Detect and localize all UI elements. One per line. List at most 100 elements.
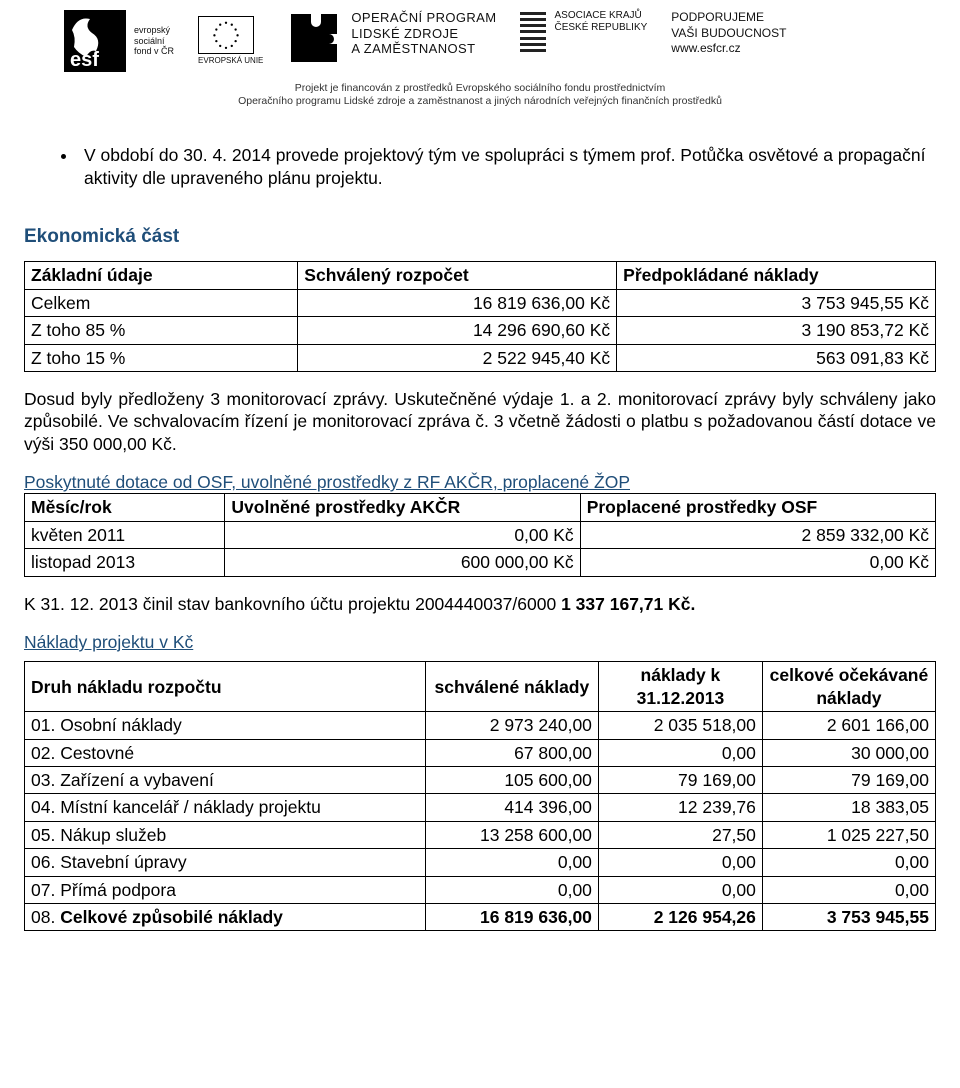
esf-line-3: fond v ČR xyxy=(134,46,174,57)
esf-logo-text: evropský sociální fond v ČR xyxy=(134,25,174,57)
table-row: 05. Nákup služeb 13 258 600,00 27,50 1 0… xyxy=(25,821,936,848)
cell: 07. Přímá podpora xyxy=(25,876,426,903)
cell: 27,50 xyxy=(598,821,762,848)
cell: 30 000,00 xyxy=(762,739,935,766)
eu-flag-icon xyxy=(198,16,254,54)
op-logo-block: OPERAČNÍ PROGRAM LIDSKÉ ZDROJE A ZAMĚSTN… xyxy=(287,10,496,66)
funding-note-line-1: Projekt je financován z prostředků Evrop… xyxy=(24,82,936,95)
cell: 16 819 636,00 Kč xyxy=(298,289,617,316)
total-prefix: 08. xyxy=(31,907,60,927)
cell: 3 753 945,55 xyxy=(762,903,935,930)
bullet-item: V období do 30. 4. 2014 provede projekto… xyxy=(78,144,936,189)
cell: Z toho 85 % xyxy=(25,317,298,344)
esf-line-1: evropský xyxy=(134,25,174,36)
balance-line-pre: K 31. 12. 2013 činil stav bankovního účt… xyxy=(24,594,561,614)
cell: 08. Celkové způsobilé náklady xyxy=(25,903,426,930)
cell: 05. Nákup služeb xyxy=(25,821,426,848)
table-total-row: 08. Celkové způsobilé náklady 16 819 636… xyxy=(25,903,936,930)
cell: 02. Cestovné xyxy=(25,739,426,766)
table-row: 03. Zařízení a vybavení 105 600,00 79 16… xyxy=(25,766,936,793)
table-row: Celkem 16 819 636,00 Kč 3 753 945,55 Kč xyxy=(25,289,936,316)
table-row: 04. Místní kancelář / náklady projektu 4… xyxy=(25,794,936,821)
cell: 0,00 Kč xyxy=(580,549,935,576)
table-row: květen 2011 0,00 Kč 2 859 332,00 Kč xyxy=(25,521,936,548)
header-logo-bar: esf evropský sociální fond v ČR xyxy=(24,0,936,80)
basic-header-2: Předpokládané náklady xyxy=(617,262,936,289)
cell: 0,00 xyxy=(598,876,762,903)
cell: 79 169,00 xyxy=(598,766,762,793)
cell: 2 035 518,00 xyxy=(598,712,762,739)
table-row: Z toho 85 % 14 296 690,60 Kč 3 190 853,7… xyxy=(25,317,936,344)
cell: 2 601 166,00 xyxy=(762,712,935,739)
table-row: 06. Stavební úpravy 0,00 0,00 0,00 xyxy=(25,849,936,876)
cell: Celkem xyxy=(25,289,298,316)
page: esf evropský sociální fond v ČR xyxy=(0,0,960,971)
cost-header-0: Druh nákladu rozpočtu xyxy=(25,662,426,712)
cell: 14 296 690,60 Kč xyxy=(298,317,617,344)
cell: 04. Místní kancelář / náklady projektu xyxy=(25,794,426,821)
table-row: 01. Osobní náklady 2 973 240,00 2 035 51… xyxy=(25,712,936,739)
cell: 1 025 227,50 xyxy=(762,821,935,848)
costs-heading: Náklady projektu v Kč xyxy=(24,631,193,653)
cell: 06. Stavební úpravy xyxy=(25,849,426,876)
support-line-2: VAŠI BUDOUCNOST xyxy=(671,26,786,42)
table-header-row: Druh nákladu rozpočtu schválené náklady … xyxy=(25,662,936,712)
cell: 3 190 853,72 Kč xyxy=(617,317,936,344)
op-text: OPERAČNÍ PROGRAM LIDSKÉ ZDROJE A ZAMĚSTN… xyxy=(351,10,496,57)
cell: 2 126 954,26 xyxy=(598,903,762,930)
funding-note-line-2: Operačního programu Lidské zdroje a zamě… xyxy=(24,95,936,108)
rel-header-0: Měsíc/rok xyxy=(25,494,225,521)
rel-header-1: Uvolněné prostředky AKČR xyxy=(225,494,580,521)
cell: 0,00 xyxy=(425,849,598,876)
puzzle-icon xyxy=(287,10,341,66)
total-label: Celkové způsobilé náklady xyxy=(60,907,283,927)
cost-header-3: celkové očekávané náklady xyxy=(762,662,935,712)
monitoring-paragraph: Dosud byly předloženy 3 monitorovací zpr… xyxy=(24,388,936,455)
basic-data-table: Základní údaje Schválený rozpočet Předpo… xyxy=(24,261,936,372)
support-line-3: www.esfcr.cz xyxy=(671,41,786,57)
cost-header-2: náklady k 31.12.2013 xyxy=(598,662,762,712)
content: V období do 30. 4. 2014 provede projekto… xyxy=(24,144,936,931)
cell: 16 819 636,00 xyxy=(425,903,598,930)
table-header-row: Měsíc/rok Uvolněné prostředky AKČR Propl… xyxy=(25,494,936,521)
table-row: 07. Přímá podpora 0,00 0,00 0,00 xyxy=(25,876,936,903)
balance-line-bold: 1 337 167,71 Kč. xyxy=(561,594,695,614)
funding-note: Projekt je financován z prostředků Evrop… xyxy=(24,82,936,108)
balance-line: K 31. 12. 2013 činil stav bankovního účt… xyxy=(24,593,936,615)
cell: 2 973 240,00 xyxy=(425,712,598,739)
cell: Z toho 15 % xyxy=(25,344,298,371)
cell: 67 800,00 xyxy=(425,739,598,766)
released-funds-table: Měsíc/rok Uvolněné prostředky AKČR Propl… xyxy=(24,493,936,576)
cell: 105 600,00 xyxy=(425,766,598,793)
costs-table: Druh nákladu rozpočtu schválené náklady … xyxy=(24,661,936,931)
cell: 0,00 xyxy=(762,849,935,876)
esf-logo-icon: esf xyxy=(64,10,126,72)
economic-section-title: Ekonomická část xyxy=(24,225,936,249)
table-header-row: Základní údaje Schválený rozpočet Předpo… xyxy=(25,262,936,289)
assoc-line-2: ČESKÉ REPUBLIKY xyxy=(554,22,647,34)
cell: 13 258 600,00 xyxy=(425,821,598,848)
released-funds-heading: Poskytnuté dotace od OSF, uvolněné prost… xyxy=(24,472,630,492)
cell: 0,00 xyxy=(762,876,935,903)
bullet-list: V období do 30. 4. 2014 provede projekto… xyxy=(24,144,936,189)
assoc-text: ASOCIACE KRAJŮ ČESKÉ REPUBLIKY xyxy=(554,10,647,34)
cell: 3 753 945,55 Kč xyxy=(617,289,936,316)
support-text: PODPORUJEME VAŠI BUDOUCNOST www.esfcr.cz xyxy=(671,10,786,57)
cell: 2 522 945,40 Kč xyxy=(298,344,617,371)
esf-logo-block: esf evropský sociální fond v ČR xyxy=(64,10,174,72)
eu-flag-block: EVROPSKÁ UNIE xyxy=(198,10,263,65)
cell: 600 000,00 Kč xyxy=(225,549,580,576)
eu-caption: EVROPSKÁ UNIE xyxy=(198,56,263,65)
cell: 01. Osobní náklady xyxy=(25,712,426,739)
cell: 2 859 332,00 Kč xyxy=(580,521,935,548)
op-line-2: LIDSKÉ ZDROJE xyxy=(351,26,496,42)
basic-header-1: Schválený rozpočet xyxy=(298,262,617,289)
cell: 0,00 xyxy=(598,739,762,766)
cell: listopad 2013 xyxy=(25,549,225,576)
cell: květen 2011 xyxy=(25,521,225,548)
svg-text:esf: esf xyxy=(70,49,99,71)
cell: 0,00 xyxy=(598,849,762,876)
cell: 79 169,00 xyxy=(762,766,935,793)
basic-header-0: Základní údaje xyxy=(25,262,298,289)
op-line-3: A ZAMĚSTNANOST xyxy=(351,41,496,57)
